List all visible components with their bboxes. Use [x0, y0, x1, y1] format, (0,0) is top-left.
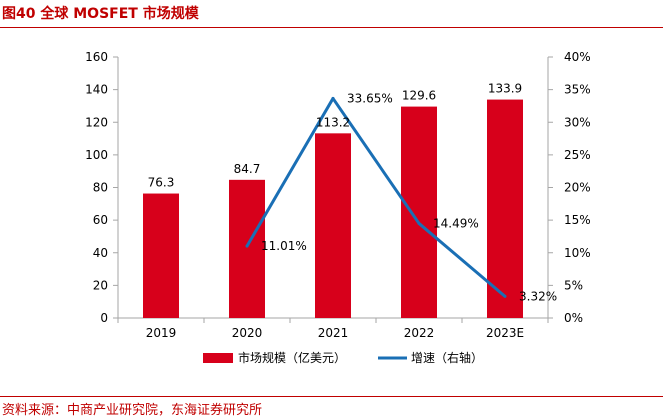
left-axis-tick-label: 20: [93, 278, 108, 292]
legend: 市场规模（亿美元） 增速（右轴）: [203, 350, 483, 365]
growth-line: [245, 96, 506, 298]
right-axis-tick-label: 20%: [564, 181, 591, 195]
legend-bar-label: 市场规模（亿美元）: [238, 350, 346, 365]
growth-value-label: 11.01%: [261, 239, 307, 253]
right-axis-tick-label: 35%: [564, 83, 591, 97]
bar-2021: [315, 133, 351, 318]
axes-layer: 0 20 40 60 80 100 120 140 160 0% 5% 10% 15% 20% 25% 30%…: [85, 50, 591, 340]
labels-layer: 76.3 84.7 113.2 129.6 133.9 11.01% 33.65% 14.49…: [148, 82, 557, 304]
left-axis-tick-label: 80: [93, 181, 108, 195]
growth-point-2022: [417, 221, 421, 225]
right-axis-tick-label: 25%: [564, 148, 591, 162]
bar-value-label: 76.3: [148, 176, 175, 190]
growth-point-2020: [245, 244, 249, 248]
right-axis-tick-label: 15%: [564, 213, 591, 227]
left-axis-tick-label: 160: [85, 50, 108, 64]
title-rule: [0, 27, 663, 28]
right-axis-tick-label: 10%: [564, 246, 591, 260]
bar-value-label: 129.6: [402, 89, 436, 103]
growth-value-label: 33.65%: [347, 91, 393, 105]
bars-layer: [143, 99, 523, 318]
bar-2022: [401, 106, 437, 318]
figure-title: 图40 全球 MOSFET 市场规模: [2, 6, 199, 22]
growth-value-label: 14.49%: [433, 216, 479, 230]
right-axis-tick-label: 5%: [564, 278, 583, 292]
x-axis-tick-label: 2019: [146, 326, 177, 340]
bar-2023E: [487, 99, 523, 318]
bar-value-label: 113.2: [316, 115, 350, 129]
bar-value-label: 133.9: [488, 82, 522, 96]
right-axis-tick-label: 30%: [564, 115, 591, 129]
legend-line-label: 增速（右轴）: [411, 350, 483, 365]
left-axis-tick-label: 40: [93, 246, 108, 260]
left-axis-tick-label: 0: [100, 311, 108, 325]
x-axis-tick-label: 2020: [232, 326, 263, 340]
growth-value-label: 3.32%: [519, 289, 557, 303]
legend-bar-swatch: [203, 353, 233, 363]
growth-point-2021: [331, 96, 335, 100]
line-layer: [245, 96, 507, 298]
left-axis-tick-label: 120: [85, 115, 108, 129]
right-axis-tick-label: 40%: [564, 50, 591, 64]
bar-value-label: 84.7: [234, 162, 261, 176]
right-axis-tick-label: 0%: [564, 311, 583, 325]
x-axis-tick-label: 2021: [318, 326, 349, 340]
left-axis-tick-label: 60: [93, 213, 108, 227]
bar-2019: [143, 193, 179, 318]
growth-point-2023E: [503, 294, 507, 298]
source-note: 资料来源：中商产业研究院，东海证券研究所: [2, 403, 263, 418]
x-axis-tick-label: 2023E: [486, 326, 524, 340]
left-axis-tick-label: 140: [85, 83, 108, 97]
left-axis-tick-label: 100: [85, 148, 108, 162]
source-rule: [0, 396, 663, 397]
x-axis-tick-label: 2022: [404, 326, 435, 340]
bar-2020: [229, 179, 265, 318]
